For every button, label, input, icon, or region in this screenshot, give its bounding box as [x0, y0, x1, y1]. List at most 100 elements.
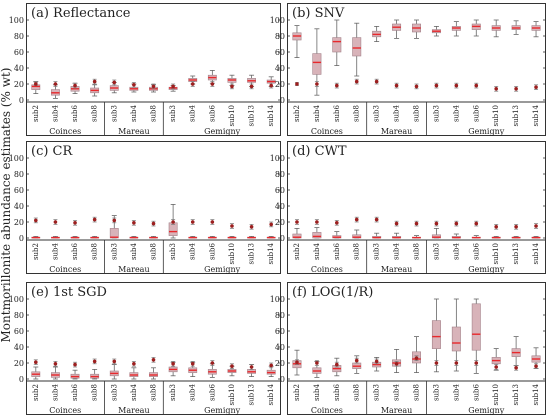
category-tick-label: sub4	[452, 383, 460, 401]
box-plot	[207, 360, 217, 378]
category-tick-label: sub4	[130, 383, 138, 401]
panel-frame	[287, 3, 546, 136]
y-tick-label: 0	[19, 234, 24, 243]
box-plot	[188, 219, 198, 239]
reference-point	[132, 83, 136, 87]
category-tick-label: sub8	[353, 384, 361, 401]
box-plot	[51, 81, 60, 99]
reference-point	[414, 84, 419, 89]
reference-point	[230, 364, 234, 368]
y-tick-label: 20	[275, 218, 285, 227]
reference-point	[474, 361, 479, 365]
panels: (a) Reflectance 0 20 40 60 80 100 sub2 sub4 sub6 s…	[9, 3, 546, 415]
y-tick-label: 0	[280, 234, 285, 243]
y-tick-label: 100	[9, 154, 24, 163]
group-label: Coinces	[49, 406, 81, 415]
category-tick-label: sub6	[208, 242, 216, 260]
reference-point	[454, 361, 459, 365]
y-tick-label: 60	[14, 48, 24, 57]
chart-panel: (d) CWT 0 20 40 60 80 100 sub2 sub4 sub6 sub8 sub3 s…	[270, 141, 546, 274]
category-tick-label: sub6	[333, 242, 341, 260]
category-tick-label: sub2	[293, 105, 301, 122]
box-plot	[70, 220, 80, 239]
reference-point	[171, 84, 175, 89]
reference-point	[315, 82, 319, 86]
box-iqr	[431, 234, 441, 239]
group-label: Mareau	[381, 406, 412, 415]
y-tick-label: 40	[14, 202, 24, 211]
category-tick-label: sub3	[373, 243, 381, 260]
reference-point	[112, 359, 117, 364]
panel-title: (c) CR	[31, 144, 74, 159]
box-plot	[471, 220, 481, 239]
group-label: Mareau	[118, 265, 149, 274]
box-plot	[531, 347, 541, 369]
group-label: Mareau	[118, 406, 149, 415]
y-tick-label: 100	[270, 295, 285, 304]
y-tick-label: 80	[275, 32, 285, 41]
category-tick-label: sub3	[432, 243, 440, 260]
reference-point	[534, 224, 538, 228]
reference-point	[374, 359, 379, 364]
box-plot	[109, 358, 119, 380]
box-iqr	[312, 53, 322, 75]
reference-point	[34, 360, 38, 364]
group-label: Mareau	[381, 265, 412, 274]
box-plot	[168, 83, 178, 92]
category-tick-label: sub10	[228, 384, 236, 406]
box-plot	[491, 348, 501, 371]
chart-panel: (a) Reflectance 0 20 40 60 80 100 sub2 sub4 sub6 s…	[9, 3, 281, 136]
reference-point	[394, 221, 399, 226]
reference-point	[414, 221, 419, 226]
category-tick-label: sub8	[413, 384, 421, 401]
category-tick-label: sub4	[313, 383, 321, 401]
reference-point	[73, 83, 77, 88]
y-tick-label: 20	[14, 359, 24, 368]
box-plot	[149, 357, 158, 380]
box-iqr	[431, 320, 441, 349]
reference-point	[374, 217, 379, 222]
box-plot	[31, 217, 41, 239]
reference-point	[494, 87, 498, 91]
box-plot	[247, 364, 256, 377]
box-plot	[312, 360, 322, 378]
reference-point	[354, 79, 359, 84]
reference-point	[112, 218, 117, 223]
y-tick-label: 80	[14, 32, 24, 41]
y-tick-label: 0	[280, 375, 285, 384]
y-tick-label: 100	[270, 16, 285, 25]
reference-point	[92, 217, 97, 222]
reference-point	[295, 82, 299, 86]
y-tick-label: 100	[270, 154, 285, 163]
box-plot	[531, 223, 541, 239]
category-tick-label: sub8	[91, 384, 99, 401]
reference-point	[73, 362, 77, 367]
category-tick-label: sub6	[333, 104, 341, 122]
y-tick-label: 80	[14, 170, 24, 179]
group-label: Mareau	[381, 127, 412, 136]
category-tick-label: sub10	[228, 243, 236, 265]
box-plot	[188, 75, 198, 87]
panel-frame	[287, 141, 546, 274]
reference-point	[315, 361, 319, 365]
category-tick-label: sub3	[169, 243, 177, 260]
category-tick-label: sub3	[373, 105, 381, 122]
reference-point	[454, 83, 459, 88]
box-plot	[531, 21, 541, 90]
category-tick-label: sub8	[353, 105, 361, 122]
reference-point	[414, 356, 419, 360]
category-tick-label: sub2	[293, 243, 301, 260]
panel-frame	[26, 141, 281, 274]
category-tick-label: sub8	[150, 243, 158, 260]
box-iqr	[471, 303, 481, 351]
reference-point	[335, 221, 339, 225]
y-tick-label: 60	[14, 186, 24, 195]
reference-point	[151, 84, 156, 89]
box-iqr	[312, 232, 322, 239]
category-tick-label: sub8	[150, 105, 158, 122]
reference-point	[269, 222, 273, 227]
reference-point	[374, 79, 379, 84]
reference-point	[230, 224, 234, 228]
y-axis-label: Montmorillonite abundance estimates (% w…	[0, 68, 13, 343]
box-plot	[511, 336, 521, 371]
